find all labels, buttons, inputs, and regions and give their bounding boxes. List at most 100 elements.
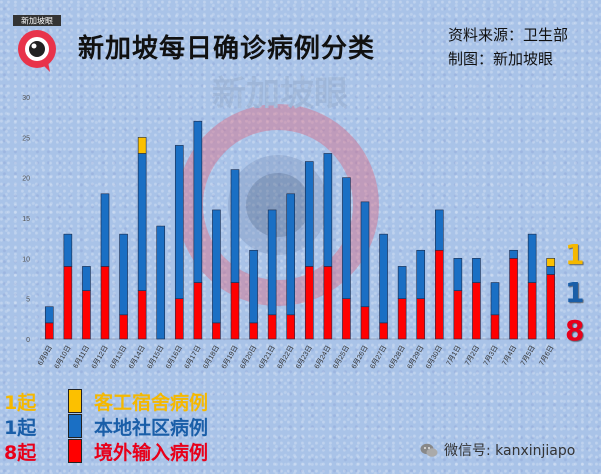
bar-segment — [304, 161, 314, 267]
bar-segment — [490, 314, 500, 340]
chart-title: 新加坡每日确诊病例分类 — [78, 34, 376, 64]
bar-segment — [342, 177, 351, 299]
bar-segment — [397, 266, 407, 299]
bar-segment — [44, 322, 54, 340]
chart-bars — [44, 120, 556, 340]
legend-item-dormitory: 1起 客工宿舍病例 — [4, 389, 209, 414]
bar-segment — [472, 282, 481, 340]
bar-segment — [174, 298, 184, 340]
bar-segment — [193, 120, 203, 283]
x-tick-label: 6月12日 — [90, 344, 110, 370]
wechat-id-text: 微信号: kanxinjiapo — [444, 443, 576, 459]
bar-segment — [434, 249, 444, 340]
x-tick-label: 6月26日 — [350, 344, 370, 370]
legend-swatch — [68, 439, 82, 463]
x-tick-label: 6月20日 — [239, 344, 259, 370]
x-tick-label: 6月11日 — [72, 344, 92, 370]
bar-segment — [119, 314, 128, 340]
bar-segment — [249, 249, 258, 324]
bar-segment — [509, 249, 518, 259]
bar-segment — [509, 258, 518, 340]
x-tick-label: 6月30日 — [424, 344, 444, 370]
legend-item-community: 1起 本地社区病例 — [4, 414, 208, 439]
x-tick-label: 7月2日 — [463, 344, 481, 367]
x-tick-label: 6月23日 — [294, 344, 314, 370]
legend-count: 1起 — [4, 416, 37, 439]
bar-segment — [230, 169, 240, 283]
bar-segment — [546, 266, 556, 275]
bar-segment — [286, 314, 296, 340]
bar-segment — [472, 258, 481, 283]
x-tick-label: 7月6日 — [538, 344, 556, 367]
x-tick-label: 6月19日 — [220, 344, 240, 370]
bar-segment — [82, 290, 91, 340]
bar-segment — [193, 282, 203, 340]
bar-segment — [434, 209, 444, 251]
bar-segment — [360, 306, 370, 340]
x-tick-label: 7月5日 — [519, 344, 537, 367]
y-tick-label: 15 — [22, 216, 30, 223]
x-tick-label: 6月27日 — [369, 344, 389, 370]
bar-segment — [304, 266, 314, 340]
bar-segment — [397, 298, 407, 340]
wechat-id: 微信号: kanxinjiapo — [420, 440, 575, 460]
x-tick-label: 6月21日 — [257, 344, 277, 370]
bar-segment — [342, 298, 351, 340]
bar-segment — [379, 233, 388, 324]
data-source: 资料来源：卫生部 — [448, 26, 569, 44]
x-tick-label: 6月17日 — [183, 344, 203, 370]
bar-segment — [174, 145, 184, 299]
x-tick-label: 6月18日 — [201, 344, 221, 370]
bar-segment — [453, 290, 463, 340]
x-tick-label: 7月1日 — [445, 344, 463, 367]
bar-segment — [546, 274, 556, 340]
bar-segment — [137, 153, 147, 291]
bar-segment — [323, 266, 333, 340]
bar-segment — [82, 266, 91, 291]
latest-community-count: 1 — [565, 276, 585, 309]
x-tick-label: 6月9日 — [36, 344, 54, 367]
bar-segment — [100, 193, 110, 267]
bar-segment — [100, 266, 110, 340]
x-tick-label: 6月24日 — [313, 344, 333, 370]
y-tick-label: 25 — [22, 135, 30, 142]
bar-segment — [249, 322, 258, 340]
x-tick-label: 7月3日 — [482, 344, 500, 367]
y-tick-label: 5 — [26, 297, 30, 304]
bar-segment — [212, 322, 221, 340]
chart-x-labels: 6月9日 6月10日 6月11日 6月12日 6月13日 6月14日 6月15日 6月16日 6… — [36, 344, 555, 370]
bar-segment — [453, 258, 463, 291]
bar-segment — [63, 233, 73, 267]
bar-segment — [379, 322, 388, 340]
x-tick-label: 6月13日 — [109, 344, 129, 370]
bar-segment — [527, 282, 537, 340]
x-tick-label: 7月4日 — [500, 344, 518, 367]
bar-segment — [63, 266, 73, 340]
y-tick-label: 0 — [26, 337, 30, 344]
bar-segment — [156, 225, 166, 340]
legend-swatch — [68, 414, 82, 438]
bar-segment — [360, 201, 370, 308]
chart-credit: 制图：新加坡眼 — [448, 50, 554, 68]
latest-imported-count: 8 — [565, 314, 585, 347]
x-tick-label: 6月22日 — [276, 344, 296, 370]
x-tick-label: 6月29日 — [406, 344, 426, 370]
bar-segment — [527, 233, 537, 283]
watermark-text: 新加坡眼 — [212, 75, 348, 113]
bar-segment — [137, 137, 147, 154]
x-tick-label: 6月15日 — [146, 344, 166, 370]
y-tick-label: 20 — [22, 176, 30, 183]
x-tick-label: 6月16日 — [164, 344, 184, 370]
bar-segment — [119, 233, 128, 316]
x-tick-label: 6月14日 — [127, 344, 147, 370]
brand-logo-icon: 新加坡眼 — [13, 15, 61, 72]
x-tick-label: 6月25日 — [331, 344, 351, 370]
x-tick-label: 6月28日 — [387, 344, 407, 370]
logo-text: 新加坡眼 — [21, 16, 53, 26]
latest-dormitory-count: 1 — [565, 238, 585, 271]
bar-segment — [286, 193, 296, 316]
bar-segment — [416, 249, 426, 299]
legend-label: 客工宿舍病例 — [94, 391, 209, 414]
bar-segment — [267, 209, 277, 316]
